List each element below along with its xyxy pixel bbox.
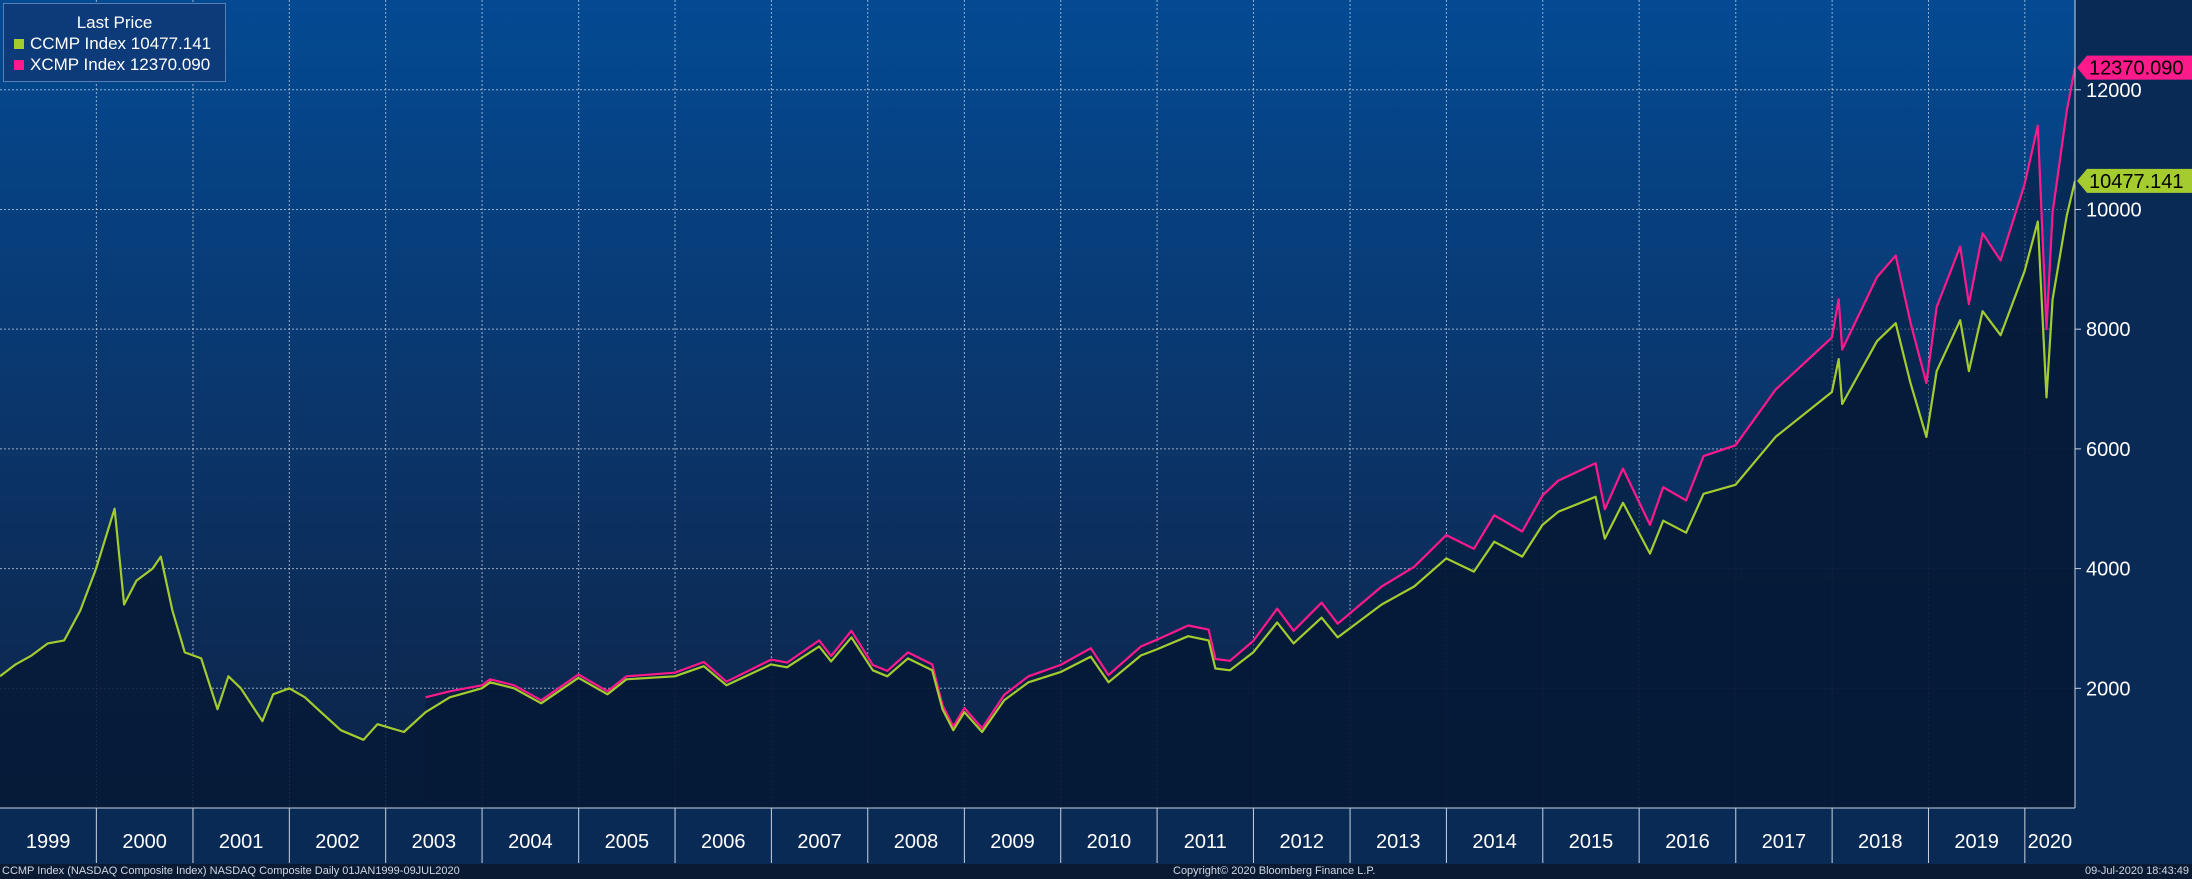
series-lines <box>0 67 2077 741</box>
x-tick-label-2008: 2008 <box>894 831 939 853</box>
y-tick-label-10000: 10000 <box>2086 199 2142 221</box>
x-tick-label-2006: 2006 <box>701 831 746 853</box>
legend: Last Price CCMP Index 10477.141 XCMP Ind… <box>3 3 226 82</box>
x-axis-strip <box>0 808 2075 864</box>
area-fills <box>0 67 2076 809</box>
y-tick-label-8000: 8000 <box>2086 319 2131 341</box>
footer-description: CCMP Index (NASDAQ Composite Index) NASD… <box>2 865 460 877</box>
x-tick-label-2009: 2009 <box>990 831 1035 853</box>
legend-swatch-ccmp <box>14 39 24 49</box>
last-value-badges: 10477.141 12370.090 <box>2077 55 2192 193</box>
footer: CCMP Index (NASDAQ Composite Index) NASD… <box>0 864 2192 879</box>
line-xcmp-index <box>425 67 2077 730</box>
x-tick-label-2017: 2017 <box>1762 831 1807 853</box>
x-tick-label-2011: 2011 <box>1184 831 1227 853</box>
x-tick-label-2005: 2005 <box>605 831 650 853</box>
legend-item-xcmp: XCMP Index 12370.090 <box>4 55 225 75</box>
last-value-badge-xcmp-index <box>2077 55 2192 80</box>
y-tick-label-12000: 12000 <box>2086 80 2142 102</box>
x-tick-label-2007: 2007 <box>797 831 842 853</box>
last-value-badge-ccmp-index <box>2077 168 2192 193</box>
x-tick-label-1999: 1999 <box>26 831 71 853</box>
x-tick-label-2020: 2020 <box>2028 831 2073 853</box>
x-tick-label-2019: 2019 <box>1954 831 1999 853</box>
x-tick-label-2014: 2014 <box>1472 831 1517 853</box>
x-tick-label-2003: 2003 <box>412 831 457 853</box>
y-tick-label-2000: 2000 <box>2086 678 2131 700</box>
x-tick-label-2012: 2012 <box>1280 831 1325 853</box>
x-tick-label-2004: 2004 <box>508 831 553 853</box>
y-axis-strip <box>2075 0 2192 864</box>
legend-item-ccmp: CCMP Index 10477.141 <box>4 34 225 54</box>
last-value-label-ccmp-index: 10477.141 <box>2089 171 2184 193</box>
y-tick-label-4000: 4000 <box>2086 559 2131 581</box>
x-tick-label-2001: 2001 <box>219 831 264 853</box>
legend-label-xcmp: XCMP Index 12370.090 <box>30 55 211 74</box>
legend-swatch-xcmp <box>14 60 24 70</box>
footer-timestamp: 09-Jul-2020 18:43:49 <box>2085 865 2189 877</box>
last-value-label-xcmp-index: 12370.090 <box>2089 58 2184 80</box>
x-tick-label-2002: 2002 <box>315 831 360 853</box>
x-tick-label-2016: 2016 <box>1665 831 1710 853</box>
line-ccmp-index <box>0 180 2077 741</box>
axis-ticks: 2000 4000 6000 8000 10000 12000 1999 2000 2001 20… <box>26 80 2142 863</box>
x-tick-label-2015: 2015 <box>1569 831 1614 853</box>
x-tick-label-2013: 2013 <box>1376 831 1421 853</box>
x-tick-label-2018: 2018 <box>1858 831 1903 853</box>
x-tick-label-2000: 2000 <box>122 831 167 853</box>
legend-title: Last Price <box>76 13 153 32</box>
area-xcmp-index <box>425 67 2076 809</box>
footer-copyright: Copyright© 2020 Bloomberg Finance L.P. <box>1173 865 1376 877</box>
legend-label-ccmp: CCMP Index 10477.141 <box>30 34 212 53</box>
x-tick-label-2010: 2010 <box>1087 831 1132 853</box>
y-tick-label-6000: 6000 <box>2086 439 2131 461</box>
